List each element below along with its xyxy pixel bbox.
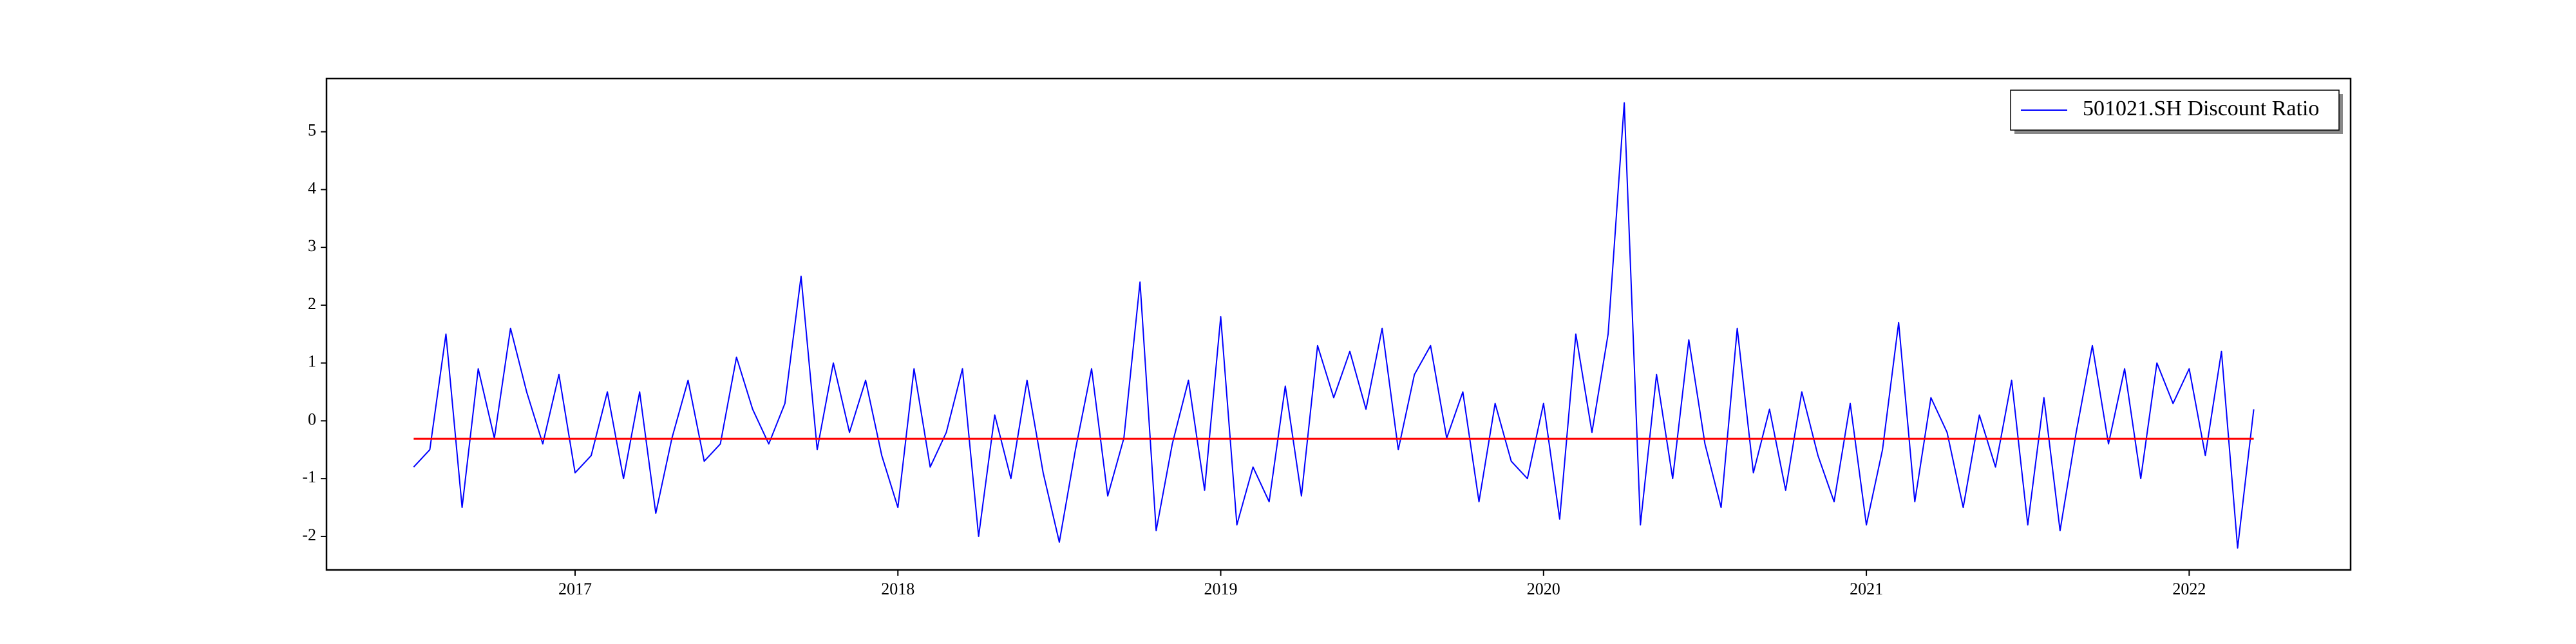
- x-tick-label: 2020: [1527, 580, 1560, 598]
- x-tick-label: 2021: [1850, 580, 1883, 598]
- y-tick-label: 2: [308, 294, 316, 313]
- y-tick-label: 0: [308, 410, 316, 428]
- plot-frame: [325, 77, 2352, 571]
- y-tick-label: 1: [308, 352, 316, 371]
- y-tick-label: -2: [302, 526, 316, 544]
- y-tick-label: 5: [308, 121, 316, 140]
- y-tick-label: -1: [302, 468, 316, 486]
- y-tick-label: 3: [308, 236, 316, 255]
- x-tick-label: 2017: [558, 580, 592, 598]
- x-tick-label: 2022: [2172, 580, 2206, 598]
- x-tick-label: 2018: [881, 580, 914, 598]
- y-tick-label: 4: [308, 178, 316, 197]
- legend-label: 501021.SH Discount Ratio: [2083, 97, 2319, 120]
- series-line: [413, 102, 2255, 549]
- x-tick-label: 2019: [1204, 580, 1238, 598]
